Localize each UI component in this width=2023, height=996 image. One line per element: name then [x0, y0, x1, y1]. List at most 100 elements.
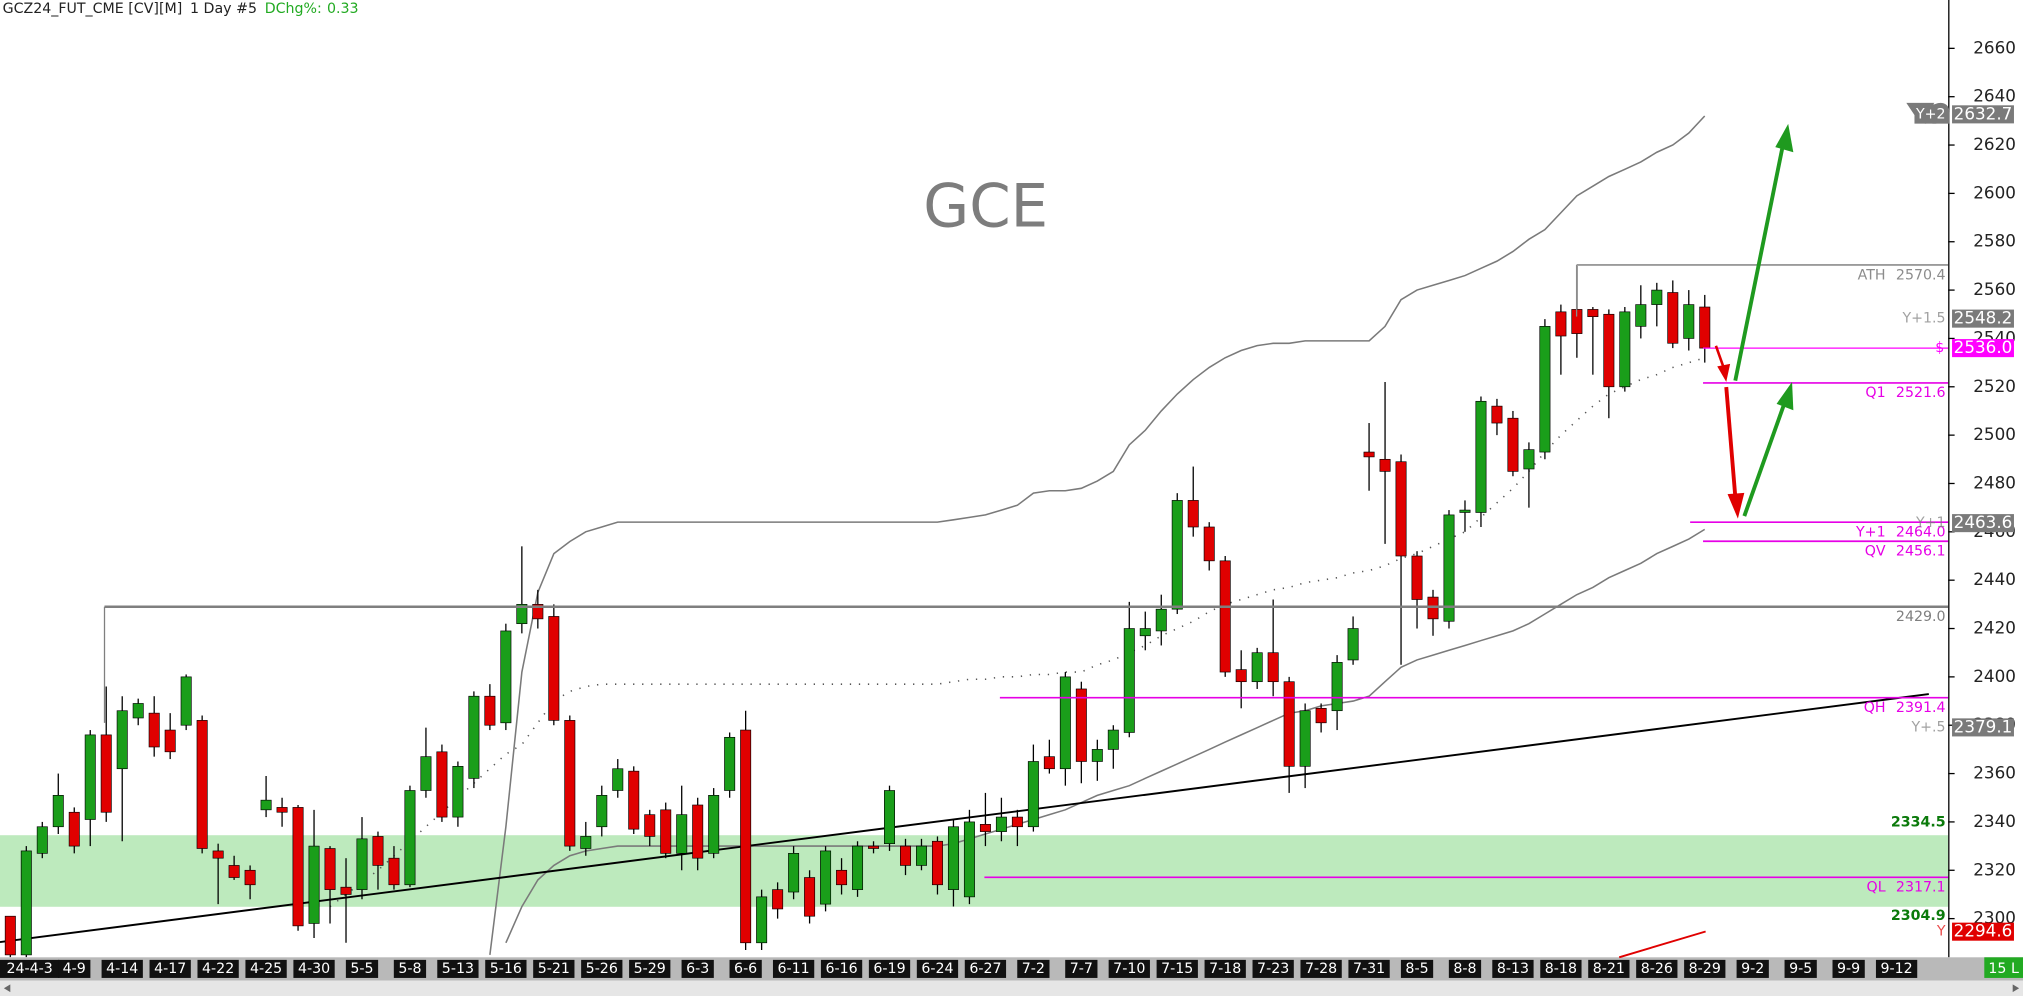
x-tick-label: 8-21 [1593, 961, 1625, 977]
candle-body [532, 604, 544, 620]
level-label: QL 2317.1 [1867, 880, 1946, 896]
candle-body [148, 712, 160, 748]
candle-body [564, 720, 576, 847]
y-tick-label: 2360 [1973, 763, 2016, 783]
level-value: 2464.0 [1896, 524, 1946, 540]
level-name: Q1 [1865, 385, 1885, 401]
y-tick-label: 2580 [1973, 231, 2016, 251]
x-label-box [1156, 959, 1198, 978]
x-tick-label: 5-13 [442, 961, 474, 977]
x-tick-label: 8-26 [1641, 961, 1673, 977]
candle-body [1651, 289, 1663, 305]
arrow-head [1717, 363, 1731, 382]
x-tick-label: 5-5 [350, 961, 373, 977]
axis-tag-name: Y+.5 [1910, 719, 1945, 735]
marker-line [1618, 930, 1706, 959]
candle-body [548, 616, 560, 721]
x-tick-label: 9-5 [1789, 961, 1812, 977]
candle-body [1667, 292, 1679, 344]
candle-body [1155, 608, 1167, 632]
x-tick-label: 8-29 [1689, 961, 1721, 977]
x-label-box [393, 959, 427, 978]
candle-body [468, 695, 480, 779]
candle-body [660, 809, 672, 854]
axis-tag-name: Y+1 [1915, 515, 1946, 531]
candle-body [1363, 451, 1375, 458]
scroll-right[interactable] [2012, 984, 2020, 993]
x-label-box [581, 959, 623, 978]
x-label-box [681, 959, 714, 978]
x-label-box [1540, 959, 1582, 978]
x-label-box [1348, 959, 1390, 978]
axis-tag-name: Y [1936, 924, 1946, 940]
level-label: Q1 2521.6 [1865, 385, 1945, 401]
y-tick-label: 2660 [1973, 37, 2016, 57]
candle-body [1699, 306, 1711, 349]
level-name: ATH [1858, 267, 1886, 283]
level-name: QH [1864, 700, 1886, 716]
candle-body [1635, 304, 1647, 327]
candle-body [1475, 400, 1487, 513]
axis-tag-value: 2463.6 [1954, 512, 2013, 532]
x-tick-label: 5-29 [634, 961, 666, 977]
x-label-box [533, 959, 575, 978]
arrow [1733, 144, 1785, 381]
candle-body [995, 816, 1007, 832]
candle-body [772, 889, 784, 910]
candle-body [612, 768, 624, 791]
change-label: DChg%: [265, 1, 322, 17]
x-label-box [101, 959, 143, 978]
candle-body [708, 795, 720, 854]
x-label-box [1492, 959, 1534, 978]
x-label-box [485, 959, 527, 978]
level-value: 2429.0 [1896, 609, 1946, 625]
x-tick-label: 6-24 [921, 961, 953, 977]
x-tick-label: 6-11 [778, 961, 810, 977]
level-value: 2521.6 [1896, 385, 1946, 401]
candle-body [324, 848, 336, 890]
candle-body [180, 676, 192, 726]
x-label-box [1065, 959, 1098, 978]
axis-tag [1952, 309, 2014, 328]
x-label-box [58, 959, 91, 978]
y-tick-label: 2620 [1973, 134, 2016, 154]
scroll-left[interactable] [3, 984, 11, 993]
candle-body [1347, 628, 1359, 661]
arrow [1724, 386, 1738, 497]
x-tick-label: 4-22 [202, 961, 234, 977]
x-tick-label: 8-18 [1545, 961, 1577, 977]
scrollbar[interactable] [0, 980, 2023, 996]
x-label-box [820, 959, 863, 978]
badge-text: 15 L [1988, 961, 2019, 977]
x-label-box [1684, 959, 1726, 978]
candle-body [900, 845, 911, 866]
x-label-box [1017, 959, 1050, 978]
x-tick-label: 7-7 [1070, 961, 1093, 977]
candle-body [1235, 669, 1247, 683]
x-tick-label: 8-13 [1497, 961, 1529, 977]
arrow-head [1775, 123, 1794, 153]
axis-tag [1952, 718, 2014, 737]
arrow [1742, 399, 1788, 517]
candle-body [1123, 628, 1135, 733]
candle-body [947, 826, 959, 890]
level-name: Y+1 [1855, 524, 1886, 540]
y-axis: 2300232023402360238024002420244024602480… [1948, 37, 2016, 928]
x-label-box [1832, 959, 1865, 978]
x-label-box [1252, 959, 1294, 978]
candle-body [1507, 417, 1519, 472]
x-tick-label: 6-27 [969, 961, 1001, 977]
candle-body [916, 845, 927, 866]
y-tick-label: 2400 [1973, 666, 2016, 686]
x-tick-label: 4-14 [106, 961, 138, 977]
candle-body [4, 915, 16, 956]
x-label-box [729, 959, 762, 978]
x-tick-label: 6-19 [873, 961, 905, 977]
candle-body [740, 729, 752, 944]
y-tick-label: 2600 [1973, 182, 2016, 202]
x-tick-label: 7-31 [1353, 961, 1385, 977]
candle-body [500, 630, 512, 724]
level-label: QV 2456.1 [1865, 544, 1946, 560]
